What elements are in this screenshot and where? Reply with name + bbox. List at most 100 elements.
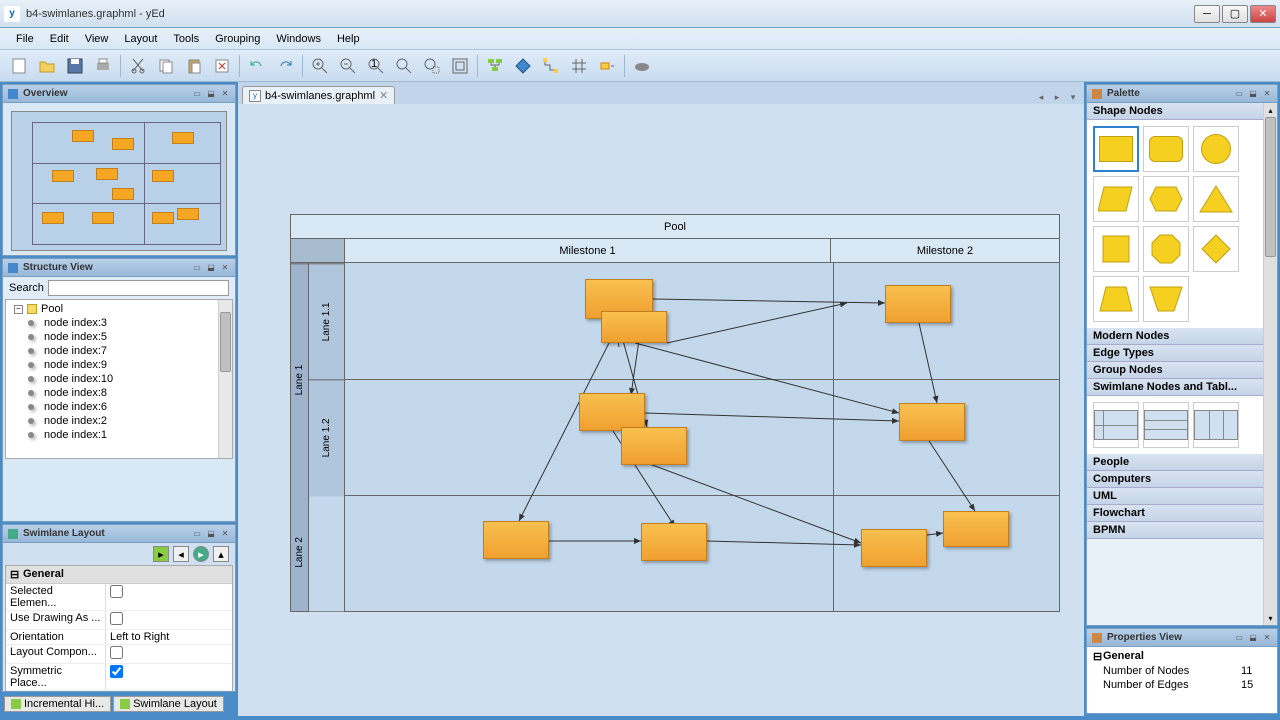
checkbox[interactable]	[110, 585, 123, 598]
copy-icon[interactable]	[153, 53, 179, 79]
shape-triangle[interactable]	[1193, 176, 1239, 222]
paste-icon[interactable]	[181, 53, 207, 79]
checkbox[interactable]	[110, 665, 123, 678]
search-input[interactable]	[48, 280, 229, 296]
section-shape-nodes[interactable]: Shape Nodes⌄	[1087, 103, 1277, 120]
menu-edit[interactable]: Edit	[42, 31, 77, 47]
panel-min-icon[interactable]: ▭	[191, 528, 203, 540]
tree-item[interactable]: node index:1	[10, 428, 228, 442]
section-edge[interactable]: Edge Types⌄	[1087, 345, 1277, 362]
shape-hexagon[interactable]	[1143, 176, 1189, 222]
tree-item[interactable]: node index:8	[10, 386, 228, 400]
nodes-icon[interactable]	[510, 53, 536, 79]
tab-prev-icon[interactable]: ◂	[1034, 90, 1048, 104]
panel-close-icon[interactable]: ✕	[219, 88, 231, 100]
tree-item[interactable]: node index:6	[10, 400, 228, 414]
shape-square[interactable]	[1093, 226, 1139, 272]
panel-pin-icon[interactable]: ⬓	[205, 528, 217, 540]
panel-pin-icon[interactable]: ⬓	[1247, 88, 1259, 100]
undo-icon[interactable]	[244, 53, 270, 79]
zoom-in-icon[interactable]	[307, 53, 333, 79]
section-uml[interactable]: UML⌄	[1087, 488, 1277, 505]
redo-icon[interactable]	[272, 53, 298, 79]
shape-octagon[interactable]	[1143, 226, 1189, 272]
menu-view[interactable]: View	[77, 31, 117, 47]
snap-icon[interactable]	[594, 53, 620, 79]
tree-item[interactable]: node index:5	[10, 330, 228, 344]
tree-item[interactable]: node index:3	[10, 316, 228, 330]
open-icon[interactable]	[34, 53, 60, 79]
zoom-out-icon[interactable]	[335, 53, 361, 79]
close-button[interactable]: ✕	[1250, 5, 1276, 23]
zoom-sel-icon[interactable]	[391, 53, 417, 79]
scrollbar[interactable]	[218, 300, 232, 458]
layout-icon[interactable]	[482, 53, 508, 79]
expand-icon[interactable]: −	[14, 305, 23, 314]
graph-node[interactable]	[621, 427, 687, 465]
zoom-reset-icon[interactable]: 1	[363, 53, 389, 79]
pool[interactable]: Pool Milestone 1 Milestone 2 Lane 1 Lane…	[290, 214, 1060, 612]
panel-min-icon[interactable]: ▭	[191, 88, 203, 100]
panel-min-icon[interactable]: ▭	[1233, 88, 1245, 100]
shape-diamond[interactable]	[1193, 226, 1239, 272]
menu-layout[interactable]: Layout	[116, 31, 165, 47]
panel-pin-icon[interactable]: ⬓	[205, 88, 217, 100]
swim-template-2[interactable]	[1143, 402, 1189, 448]
tab-list-icon[interactable]: ▾	[1066, 90, 1080, 104]
collapse-icon[interactable]: ⊟	[1093, 650, 1103, 663]
cloud-icon[interactable]	[629, 53, 655, 79]
overview-minimap[interactable]	[11, 111, 227, 251]
panel-close-icon[interactable]: ✕	[1261, 632, 1273, 644]
shape-rect[interactable]	[1093, 126, 1139, 172]
delete-icon[interactable]	[209, 53, 235, 79]
back-icon[interactable]: ◂	[173, 546, 189, 562]
swim-template-3[interactable]	[1193, 402, 1239, 448]
menu-help[interactable]: Help	[329, 31, 368, 47]
section-bpmn[interactable]: BPMN⌄	[1087, 522, 1277, 539]
tree-item[interactable]: node index:2	[10, 414, 228, 428]
maximize-button[interactable]: ▢	[1222, 5, 1248, 23]
checkbox[interactable]	[110, 646, 123, 659]
tree-item[interactable]: node index:9	[10, 358, 228, 372]
prop-row[interactable]: OrientationLeft to Right	[6, 630, 232, 645]
graph-node[interactable]	[483, 521, 549, 559]
tab-swimlane[interactable]: Swimlane Layout	[113, 696, 224, 712]
prop-row[interactable]: Selected Elemen...	[6, 584, 232, 611]
graph-node[interactable]	[641, 523, 707, 561]
run-icon[interactable]: ▸	[193, 546, 209, 562]
panel-close-icon[interactable]: ✕	[219, 262, 231, 274]
cut-icon[interactable]	[125, 53, 151, 79]
shape-trapezoid2[interactable]	[1143, 276, 1189, 322]
canvas[interactable]: Pool Milestone 1 Milestone 2 Lane 1 Lane…	[238, 104, 1084, 716]
section-people[interactable]: People⌄	[1087, 454, 1277, 471]
print-icon[interactable]	[90, 53, 116, 79]
save-icon[interactable]	[62, 53, 88, 79]
panel-min-icon[interactable]: ▭	[1233, 632, 1245, 644]
prop-row[interactable]: Symmetric Place...	[6, 664, 232, 691]
menu-grouping[interactable]: Grouping	[207, 31, 268, 47]
graph-node[interactable]	[943, 511, 1009, 547]
up-icon[interactable]: ▴	[213, 546, 229, 562]
tab-incremental[interactable]: Incremental Hi...	[4, 696, 111, 712]
shape-circle[interactable]	[1193, 126, 1239, 172]
shape-rounded[interactable]	[1143, 126, 1189, 172]
tree-item[interactable]: node index:10	[10, 372, 228, 386]
ortho-icon[interactable]	[538, 53, 564, 79]
graph-node[interactable]	[899, 403, 965, 441]
menu-tools[interactable]: Tools	[165, 31, 207, 47]
prop-row[interactable]: Use Drawing As ...	[6, 611, 232, 630]
menu-file[interactable]: File	[8, 31, 42, 47]
collapse-icon[interactable]: ⊟	[10, 568, 20, 581]
graph-node[interactable]	[861, 529, 927, 567]
shape-parallelogram[interactable]	[1093, 176, 1139, 222]
zoom-area-icon[interactable]	[419, 53, 445, 79]
section-flowchart[interactable]: Flowchart⌄	[1087, 505, 1277, 522]
panel-pin-icon[interactable]: ⬓	[1247, 632, 1259, 644]
panel-min-icon[interactable]: ▭	[191, 262, 203, 274]
checkbox[interactable]	[110, 612, 123, 625]
panel-close-icon[interactable]: ✕	[1261, 88, 1273, 100]
minimize-button[interactable]: ─	[1194, 5, 1220, 23]
tab-next-icon[interactable]: ▸	[1050, 90, 1064, 104]
panel-close-icon[interactable]: ✕	[219, 528, 231, 540]
graph-node[interactable]	[579, 393, 645, 431]
